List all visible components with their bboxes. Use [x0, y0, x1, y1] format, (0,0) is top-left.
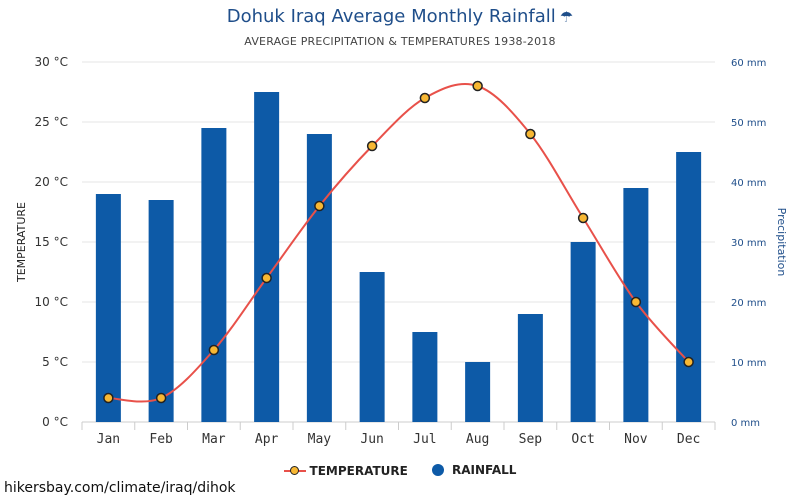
left-axis-label: TEMPERATURE [15, 202, 28, 283]
left-tick-label: 0 °C [42, 415, 68, 429]
rainfall-bar [412, 332, 438, 422]
x-tick-label: Aug [466, 432, 489, 447]
rainfall-bar [676, 152, 702, 422]
chart-legend: TEMPERATURE RAINFALL [0, 463, 800, 479]
x-tick-label: Jun [360, 432, 383, 447]
legend-item-rainfall[interactable]: RAINFALL [432, 463, 516, 477]
rainfall-bar [306, 134, 332, 422]
x-tick-label: May [308, 432, 332, 447]
right-tick-label: 10 mm [731, 358, 766, 369]
chart-title-text: Dohuk Iraq Average Monthly Rainfall [226, 6, 556, 27]
rainfall-legend-swatch [432, 464, 445, 476]
legend-label-rainfall: RAINFALL [452, 463, 517, 477]
rainfall-bars [95, 92, 702, 422]
temperature-markers [103, 80, 694, 404]
x-tick-label: Oct [571, 432, 594, 447]
temperature-point [577, 212, 589, 224]
x-tick-label: Dec [677, 432, 700, 447]
temperature-point [314, 200, 325, 212]
right-tick-label: 50 mm [731, 118, 766, 129]
left-tick-label: 25 °C [35, 115, 68, 129]
x-tick-label: Jan [97, 432, 120, 447]
chart-title: Dohuk Iraq Average Monthly Rainfall ☂ [0, 6, 800, 27]
right-tick-label: 60 mm [731, 58, 766, 69]
temperature-line [108, 82, 690, 403]
temperature-point [155, 392, 167, 404]
umbrella-icon: ☂ [559, 8, 574, 26]
right-tick-label: 0 mm [731, 418, 760, 429]
temperature-point [261, 272, 272, 284]
x-tick-label: Feb [149, 432, 173, 447]
chart-subtitle: AVERAGE PRECIPITATION & TEMPERATURES 193… [244, 35, 556, 48]
x-tick-label: Nov [624, 432, 648, 447]
rainfall-bar [465, 362, 491, 422]
x-tick-label: Apr [255, 432, 279, 447]
left-tick-label: 30 °C [35, 55, 68, 69]
x-tick-label: Mar [202, 432, 226, 447]
right-tick-label: 30 mm [731, 238, 766, 249]
rainfall-bar [201, 128, 227, 422]
legend-label-temperature: TEMPERATURE [309, 464, 408, 478]
temperature-point [472, 80, 483, 92]
rainfall-bar [254, 92, 280, 422]
rainfall-bar [570, 242, 596, 422]
right-axis-label: Precipitation [775, 208, 788, 277]
left-tick-label: 20 °C [35, 175, 68, 189]
temperature-point [419, 92, 431, 104]
left-tick-label: 10 °C [35, 295, 68, 309]
rainfall-bar [359, 272, 385, 422]
temperature-point [366, 140, 378, 152]
rainfall-bar [517, 314, 543, 422]
temperature-point [208, 344, 220, 356]
right-tick-label: 40 mm [731, 178, 766, 189]
temperature-point [525, 128, 536, 140]
source-link[interactable]: hikersbay.com/climate/iraq/dihok [4, 480, 236, 496]
x-tick-label: Sep [519, 432, 543, 447]
left-axis-ticks: 0 °C 5 °C 10 °C 15 °C 20 °C 25 °C 30 °C [35, 55, 68, 429]
rainfall-bar [95, 194, 121, 422]
x-axis-labels: Jan Feb Mar Apr May Jun Jul Aug Sep Oct Nov Dec [97, 432, 701, 447]
temperature-point [683, 356, 694, 368]
left-tick-label: 15 °C [35, 235, 68, 249]
rainfall-bar [148, 200, 174, 422]
left-tick-label: 5 °C [42, 355, 68, 369]
temperature-legend-swatch [283, 466, 306, 476]
right-axis-ticks: 0 mm 10 mm 20 mm 30 mm 40 mm 50 mm 60 mm [731, 58, 766, 429]
grid-lines [81, 61, 716, 430]
x-tick-label: Jul [413, 432, 436, 447]
temperature-point [103, 392, 114, 404]
temperature-point [630, 296, 642, 308]
legend-item-temperature[interactable]: TEMPERATURE [283, 464, 408, 478]
right-tick-label: 20 mm [731, 298, 766, 309]
